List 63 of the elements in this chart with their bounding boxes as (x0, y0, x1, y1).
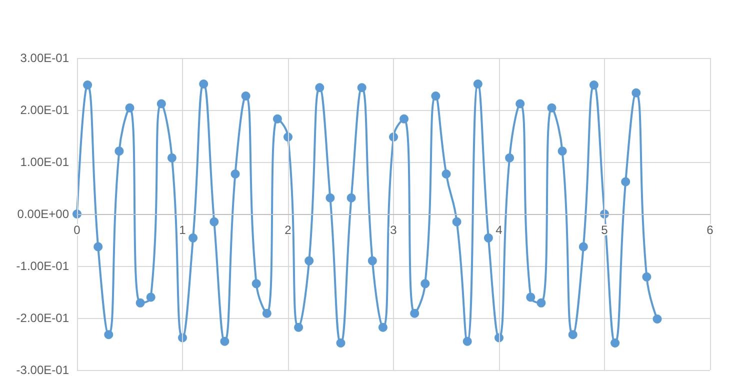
x-tick-label: 2 (284, 223, 292, 237)
x-tick-label: 0 (74, 223, 81, 237)
point (199, 80, 208, 88)
point (146, 292, 156, 302)
x-tick-label: 3 (390, 223, 398, 237)
point (125, 103, 134, 112)
point (621, 177, 630, 186)
y-tick-label: 2.00E-01 (20, 103, 70, 117)
point (462, 336, 472, 346)
x-tick-label: 1 (179, 223, 186, 237)
point (505, 153, 514, 162)
y-tick-label: 3.00E-01 (20, 51, 70, 65)
point (346, 193, 356, 202)
point (294, 322, 304, 332)
point (526, 292, 536, 302)
point (136, 298, 145, 308)
point (326, 193, 335, 202)
point (241, 91, 250, 100)
point (578, 242, 588, 252)
point (167, 153, 176, 162)
point (83, 80, 92, 90)
point (94, 242, 103, 252)
point (357, 83, 366, 92)
point (104, 330, 114, 340)
y-tick-label: 0.00E+00 (17, 207, 70, 221)
y-tick-label: -2.00E-01 (16, 311, 70, 325)
y-tick-label: -3.00E-01 (16, 363, 70, 377)
point (210, 217, 219, 226)
point (262, 308, 272, 318)
point (315, 83, 324, 92)
point (378, 322, 388, 332)
point (632, 88, 641, 98)
x-tick-label: 6 (706, 223, 714, 237)
point (420, 279, 430, 288)
point (589, 80, 598, 90)
point (442, 169, 451, 178)
point (484, 233, 493, 242)
point (547, 103, 556, 112)
point (516, 99, 525, 108)
point (642, 272, 652, 282)
point (156, 99, 166, 108)
point (568, 330, 578, 340)
point (336, 338, 346, 348)
point (304, 256, 314, 266)
point (220, 336, 230, 346)
point (410, 308, 420, 318)
point (558, 146, 567, 156)
point (188, 233, 198, 242)
point (230, 169, 240, 178)
y-tick-label: -1.00E-01 (16, 259, 70, 273)
y-tick-label: 1.00E-01 (20, 155, 70, 169)
x-tick-label: 4 (496, 223, 503, 237)
point (272, 114, 282, 124)
point (114, 146, 124, 156)
point (452, 217, 462, 226)
point (652, 314, 662, 324)
point (536, 298, 546, 308)
point (473, 80, 482, 88)
point (610, 338, 620, 348)
point (368, 256, 377, 266)
point (431, 91, 440, 100)
point (252, 279, 261, 288)
point (400, 114, 409, 124)
